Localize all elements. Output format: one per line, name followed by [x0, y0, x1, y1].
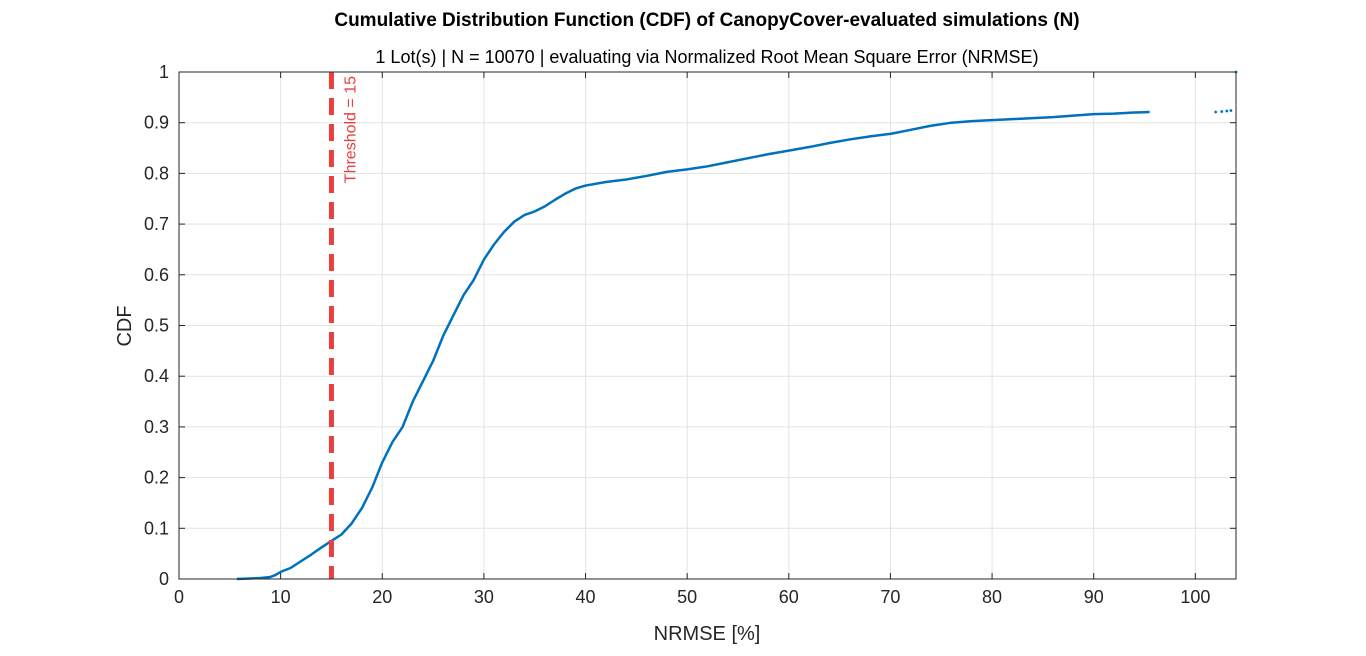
threshold-layer: Threshold = 15: [328, 72, 359, 579]
tick-labels: 0 10 20 30 40 50 60 70 80 90 100 0 0.1 0.2 0.3 0.4 0.5 0.…: [144, 62, 1210, 607]
chart-subtitle: 1 Lot(s) | N = 10070 | evaluating via No…: [375, 47, 1038, 67]
y-axis-label: CDF: [114, 305, 136, 346]
y-tick-label: 1: [159, 62, 169, 82]
x-tick-label: 100: [1180, 587, 1210, 607]
x-tick-label: 10: [271, 587, 291, 607]
y-tick-label: 0.5: [144, 316, 169, 336]
y-tick-label: 0.8: [144, 163, 169, 183]
x-tick-label: 50: [677, 587, 697, 607]
x-tick-label: 20: [372, 587, 392, 607]
axes: [178, 71, 1237, 580]
x-tick-label: 0: [174, 587, 184, 607]
x-tick-label: 40: [576, 587, 596, 607]
y-tick-label: 0.1: [144, 518, 169, 538]
cdf-series-point: [1225, 109, 1229, 113]
y-tick-label: 0.7: [144, 214, 169, 234]
grid: [179, 72, 1236, 579]
cdf-series-point: [1220, 110, 1224, 113]
y-tick-label: 0.9: [144, 113, 169, 133]
x-tick-label: 90: [1084, 587, 1104, 607]
cdf-series-point: [1229, 109, 1233, 112]
x-axis-label: NRMSE [%]: [654, 623, 761, 645]
threshold-label: Threshold = 15: [342, 76, 359, 183]
cdf-series-point: [1214, 110, 1218, 114]
y-tick-label: 0.2: [144, 468, 169, 488]
x-tick-label: 30: [474, 587, 494, 607]
chart-title: Cumulative Distribution Function (CDF) o…: [334, 10, 1079, 31]
cdf-series-line: [236, 110, 1150, 581]
x-tick-label: 80: [982, 587, 1002, 607]
axes-box: [178, 71, 1237, 580]
y-tick-label: 0.4: [144, 366, 169, 386]
y-tick-label: 0.3: [144, 417, 169, 437]
series-layer: [236, 70, 1238, 581]
x-tick-label: 70: [880, 587, 900, 607]
y-tick-label: 0.6: [144, 265, 169, 285]
x-tick-label: 60: [779, 587, 799, 607]
y-tick-label: 0: [159, 569, 169, 589]
